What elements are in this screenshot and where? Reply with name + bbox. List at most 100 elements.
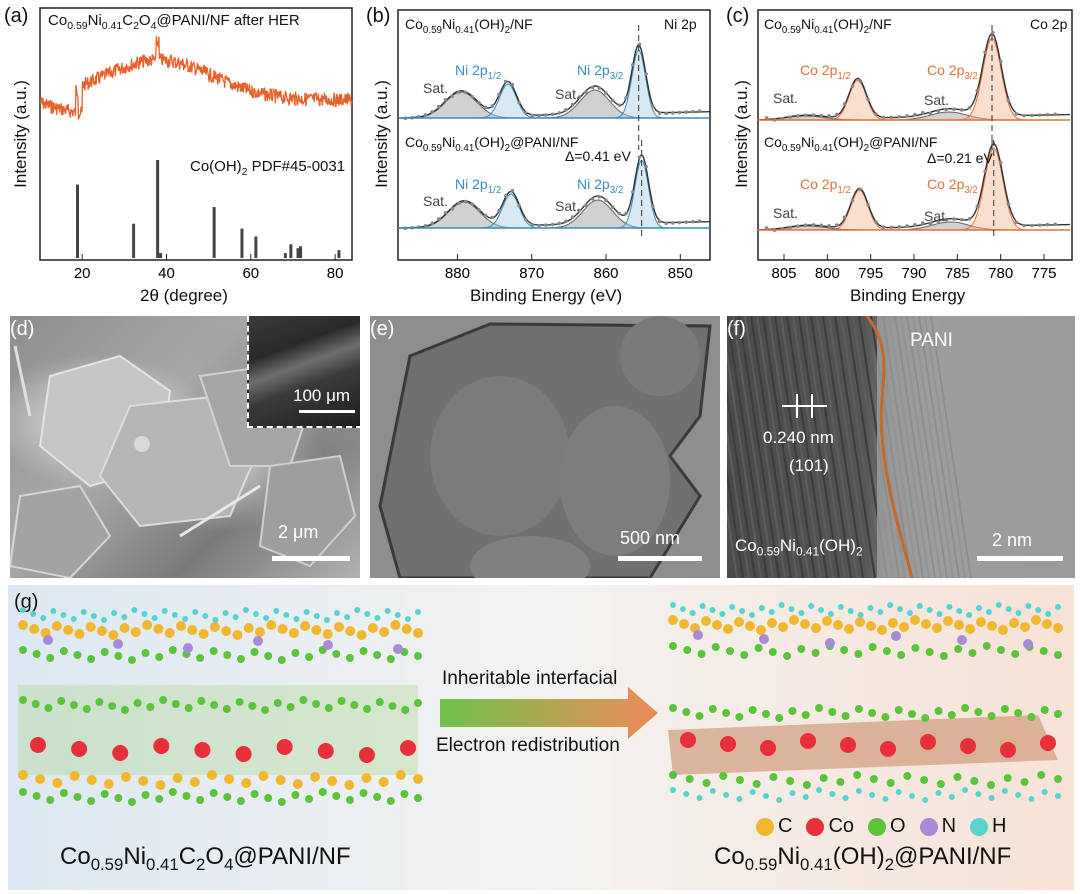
data-point [936,219,941,224]
right-h-atom-2 [1041,789,1048,795]
panel-f-label: (f) [727,318,746,340]
arrow-top-text: Inheritable interfacial [442,668,618,689]
left-h-atom [344,614,351,620]
right-h-atom-2 [962,787,969,793]
xrd-curve [39,35,353,121]
data-point [530,113,535,118]
ni2p-delta: Δ=0.41 eV [565,148,631,164]
left-c-atom-2 [258,771,269,781]
left-c-atom [164,628,175,638]
right-h-atom-2 [895,789,902,795]
data-point [975,88,980,93]
left-c-atom-2 [224,774,235,784]
right-o-atom [882,647,891,655]
left-n-atom [113,639,123,649]
data-point [617,103,622,108]
x-tick-label: 880 [445,265,470,282]
right-structure-label: Co0.59Ni0.41(OH)2@PANI/NF [714,843,1012,874]
data-point [510,82,515,87]
data-point [920,221,925,225]
lattice-fringe [786,316,828,578]
data-point [1053,222,1058,227]
x-tick-label: 860 [593,265,618,282]
data-point [691,109,695,114]
lattice-fringe [804,316,846,578]
right-h-atom [877,609,884,615]
x-tick-label: 780 [988,265,1013,282]
data-point [657,219,662,224]
data-point [952,217,956,221]
co2p-xlabel: Binding Energy [850,286,966,305]
left-o-atom-3 [250,790,259,798]
right-h-atom [916,603,923,609]
x-tick-label: 870 [519,265,544,282]
co2p-delta: Δ=0.21 eV [927,150,993,166]
right-h-atom-2 [670,787,676,793]
data-point [998,160,1003,165]
right-o-atom-2 [722,709,731,717]
right-o-atom [939,652,948,660]
left-c-atom-2 [52,778,63,788]
right-c-atom [965,624,975,634]
lattice-fringe [762,316,804,578]
lattice-fringe [828,316,870,578]
data-point [651,104,655,109]
left-c-atom-2 [86,775,97,785]
left-o-atom-3 [345,796,354,804]
data-point [637,155,642,159]
lattice-fringe [727,316,768,578]
data-point [671,221,675,225]
right-h-atom [887,602,894,608]
left-o-atom [414,652,422,660]
data-point [874,112,878,116]
left-co-atom [276,739,293,755]
hrtem-fringes [727,316,1075,578]
right-n-atom [693,630,703,640]
left-o-atom [59,647,68,655]
lattice-fringe [798,316,840,578]
right-o-atom-3 [869,775,878,783]
data-point [835,112,839,117]
left-o-atom-2 [401,706,410,714]
crystal-structures [18,602,1063,806]
left-c-atom-2 [378,777,389,787]
right-co-atom [1040,735,1056,751]
lattice-plane: (101) [789,456,829,475]
data-point [959,217,964,222]
data-point [544,223,548,227]
right-o-atom-3 [719,772,728,780]
data-point [959,108,964,112]
right-h-atom [709,607,716,613]
right-h-atom [946,604,953,610]
data-point [604,198,608,203]
right-h-atom-2 [975,791,982,797]
lattice-fringe [727,387,756,578]
right-h-atom [1005,606,1012,612]
co2p-bot-sat2: Sat. [924,208,949,224]
x-tick-label: 800 [815,265,840,282]
left-c-atom [221,626,232,636]
right-o-atom-3 [752,780,761,788]
left-o-atom [73,651,82,659]
data-point [430,110,434,114]
legend-dot-co [806,817,825,836]
left-o-atom-2 [146,703,155,711]
right-o-atom-2 [947,711,956,719]
left-o-atom-3 [318,788,327,796]
right-o-atom [797,645,806,653]
left-o-atom [32,650,41,658]
co2p-bot-p32: Co 2p3/2 [927,176,978,196]
left-c-atom-2 [155,780,166,790]
left-o-atom [291,649,300,657]
legend-label-h: H [992,815,1007,837]
right-h-atom [936,611,943,617]
ni2p-top-p32: Ni 2p3/2 [577,62,624,82]
data-point [764,226,769,230]
right-o-atom-2 [934,707,943,715]
left-o-atom-3 [46,796,55,804]
right-co-atom [760,740,776,756]
left-o-atom-3 [196,796,205,804]
left-h-atom [222,610,229,616]
left-c-atom-2 [138,776,149,786]
left-c-atom [108,630,119,640]
